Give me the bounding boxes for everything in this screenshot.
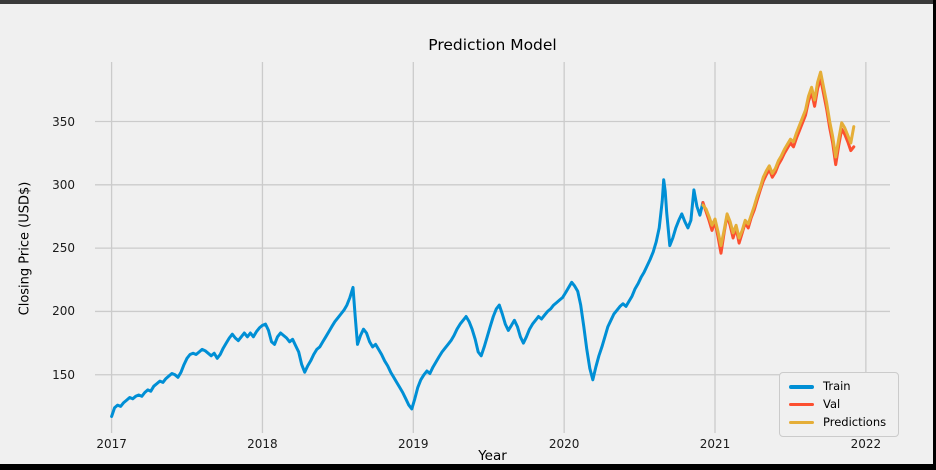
x-tick-2022: 2022 [850,437,882,451]
x-tick-2019: 2019 [398,437,429,451]
legend-item-train: Train [789,379,886,394]
y-tick-350: 350 [52,114,75,129]
x-axis-label: Year [478,448,507,464]
legend-swatch-val-icon [789,402,814,407]
predictions-series-line [701,70,856,248]
y-tick-200: 200 [52,304,75,319]
legend-swatch-predictions-icon [789,420,814,425]
legend-label-predictions: Predictions [823,414,887,429]
window-border-top [0,0,936,4]
y-tick-300: 300 [52,177,75,192]
x-tick-2018: 2018 [247,437,278,451]
x-tick-2021: 2021 [699,437,731,451]
x-tick-2020: 2020 [548,437,580,451]
y-tick-250: 250 [52,241,75,256]
legend: Train Val Predictions [779,372,900,438]
legend-label-val: Val [823,396,841,411]
chart-title: Prediction Model [428,36,557,54]
window-border-right [933,0,936,470]
y-tick-150: 150 [52,367,75,382]
legend-swatch-train-icon [789,385,814,389]
x-tick-2017: 2017 [96,437,127,451]
legend-item-val: Val [789,396,886,412]
train-series-line [110,178,705,418]
window-border-bottom [0,464,936,470]
legend-label-train: Train [823,379,851,393]
legend-item-predictions: Predictions [789,414,887,430]
